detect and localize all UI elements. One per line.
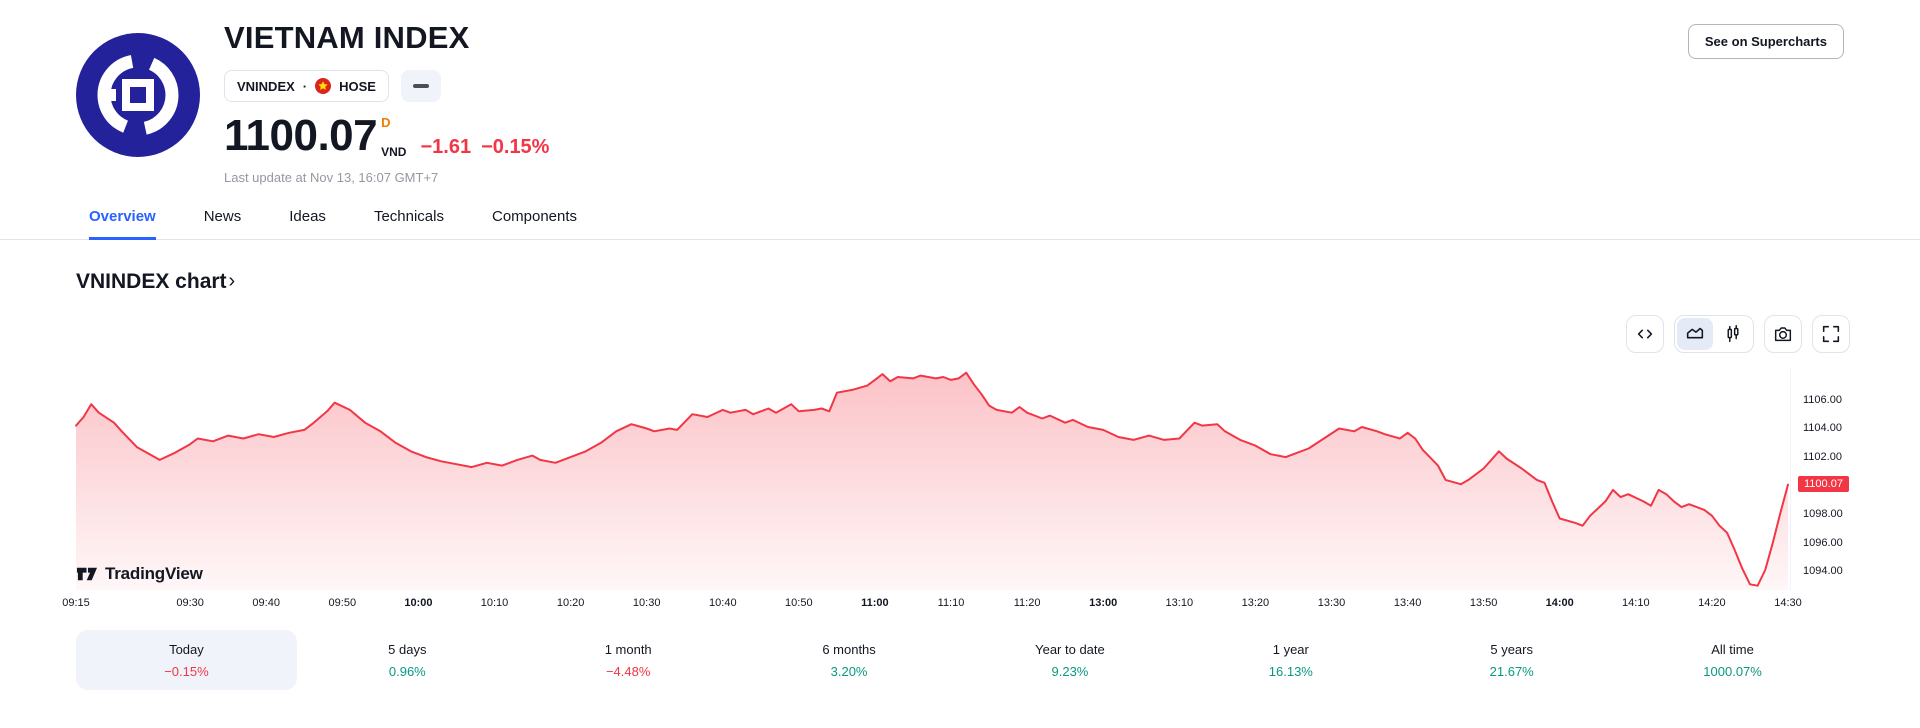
tabbar: Overview News Ideas Technicals Component…: [0, 200, 1920, 240]
x-axis-label: 13:50: [1469, 597, 1498, 609]
x-axis-label: 10:30: [632, 597, 661, 609]
symbol-exchange-pill[interactable]: VNINDEX · HOSE: [224, 70, 389, 102]
x-axis-label: 11:10: [937, 597, 965, 609]
x-axis-label: 10:20: [556, 597, 585, 609]
price-change: −1.61 −0.15%: [420, 136, 549, 158]
see-on-supercharts-button[interactable]: See on Supercharts: [1687, 24, 1844, 59]
price-meta: D VND: [381, 116, 406, 158]
x-axis-label: 13:40: [1393, 597, 1422, 609]
symbol-badge-row: VNINDEX · HOSE: [224, 70, 549, 102]
period-1-year[interactable]: 1 year 16.13%: [1180, 630, 1401, 690]
tab-components[interactable]: Components: [492, 200, 577, 240]
x-axis-label: 13:10: [1165, 597, 1194, 609]
x-axis-label: 14:20: [1698, 597, 1726, 609]
y-axis-label: 1098.00: [1803, 508, 1843, 521]
snapshot-button[interactable]: [1764, 315, 1802, 353]
x-axis-label: 14:10: [1622, 597, 1650, 609]
exchange-label: HOSE: [339, 78, 376, 94]
chart-section-title: VNINDEX chart: [76, 270, 227, 293]
chevron-right-icon: ›: [228, 269, 236, 292]
chart-line: [75, 371, 1789, 587]
x-axis-label: 11:20: [1013, 597, 1041, 609]
change-percent: −0.15%: [481, 136, 550, 158]
y-axis-label: 1106.00: [1803, 393, 1842, 406]
chart-section-link[interactable]: VNINDEX chart ›: [76, 270, 235, 294]
x-axis-label: 10:10: [480, 597, 509, 609]
period-5-years[interactable]: 5 years 21.67%: [1401, 630, 1622, 690]
chart-style-toggle: [1674, 315, 1754, 353]
x-axis-label: 09:50: [328, 597, 357, 609]
area-chart: [75, 371, 1789, 590]
price-chart[interactable]: [75, 367, 1789, 590]
header: VIETNAM INDEX VNINDEX · HOSE 1100.07 D V…: [224, 20, 549, 185]
x-axis-label: 09:15: [62, 597, 90, 609]
period-1-month[interactable]: 1 month −4.48%: [518, 630, 739, 690]
y-axis-label: 1104.00: [1803, 422, 1842, 435]
tradingview-watermark-text: TradingView: [105, 564, 203, 583]
area-chart-style-button[interactable]: [1677, 318, 1713, 350]
x-axis-label: 10:40: [709, 597, 737, 609]
hose-index-logo: [76, 33, 200, 157]
price-row: 1100.07 D VND −1.61 −0.15%: [224, 111, 549, 160]
x-axis-label: 14:00: [1545, 597, 1574, 609]
period-6-months[interactable]: 6 months 3.20%: [739, 630, 960, 690]
last-update-text: Last update at Nov 13, 16:07 GMT+7: [224, 170, 439, 185]
candles-icon: [1727, 325, 1739, 343]
vietnam-flag-icon: [315, 78, 332, 94]
collapse-button[interactable]: [400, 70, 441, 102]
y-axis-label: 1094.00: [1803, 565, 1843, 578]
page-title: VIETNAM INDEX: [224, 20, 470, 55]
fullscreen-button[interactable]: [1812, 315, 1850, 353]
tab-ideas[interactable]: Ideas: [289, 200, 326, 240]
price-axis[interactable]: 1106.00 1104.00 1102.00 1098.00 1096.00 1094.…: [1790, 367, 1920, 590]
area-chart-icon: [1686, 327, 1704, 339]
y-axis-label: 1096.00: [1803, 536, 1843, 549]
change-absolute: −1.61: [420, 136, 472, 158]
chart-toolbar: [1626, 315, 1850, 353]
interval-marker: D: [381, 115, 391, 130]
x-axis-label: 09:40: [252, 597, 280, 609]
symbol-label: VNINDEX: [237, 78, 295, 94]
tradingview-logo-icon: [76, 567, 98, 581]
tab-news[interactable]: News: [204, 200, 242, 240]
symbol-separator: ·: [302, 78, 308, 94]
candles-chart-style-button[interactable]: [1715, 318, 1751, 350]
x-axis-label: 13:30: [1317, 597, 1346, 609]
time-axis[interactable]: 09:15 09:30 09:40 09:50 10:00 10:10 10:20 10:30…: [62, 597, 1802, 615]
x-axis-label: 09:30: [176, 597, 204, 609]
period-selector: Today −0.15% 5 days 0.96% 1 month −4.48%…: [76, 630, 1843, 690]
x-axis-label: 10:00: [404, 597, 433, 609]
code-icon: [1637, 329, 1653, 339]
x-axis-label: 13:00: [1089, 597, 1118, 609]
tab-overview[interactable]: Overview: [89, 200, 156, 240]
period-all-time[interactable]: All time 1000.07%: [1622, 630, 1843, 690]
y-axis-label: 1102.00: [1803, 451, 1842, 464]
chart-area-fill: [76, 372, 1788, 590]
x-axis-label: 13:20: [1241, 597, 1270, 609]
x-axis-label: 11:00: [861, 597, 889, 609]
fullscreen-icon: [1822, 325, 1840, 343]
last-price-tag: 1100.07: [1798, 475, 1849, 492]
period-today[interactable]: Today −0.15%: [76, 630, 297, 690]
period-5-days[interactable]: 5 days 0.96%: [297, 630, 518, 690]
currency-label: VND: [381, 145, 407, 159]
last-price: 1100.07: [224, 111, 378, 160]
camera-icon: [1774, 327, 1792, 342]
x-axis-label: 10:50: [785, 597, 813, 609]
period-year-to-date[interactable]: Year to date 9.23%: [960, 630, 1181, 690]
x-axis-label: 14:30: [1774, 597, 1802, 609]
tradingview-watermark: TradingView: [76, 563, 203, 585]
embed-code-button[interactable]: [1626, 315, 1664, 353]
minus-icon: [412, 84, 429, 88]
tab-technicals[interactable]: Technicals: [374, 200, 444, 240]
